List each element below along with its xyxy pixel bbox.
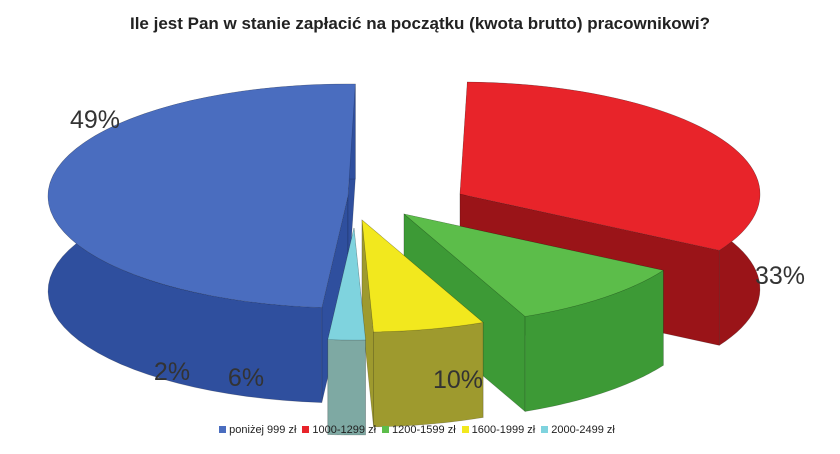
legend-item-1: poniżej 999 zł xyxy=(219,424,296,436)
legend-label-1: poniżej 999 zł xyxy=(229,424,297,436)
legend: poniżej 999 zł 1000-1299 zł 1200-1599 zł 16… xyxy=(0,424,840,436)
legend-swatch-2 xyxy=(302,426,310,433)
data-label-5: 2% xyxy=(154,358,190,386)
legend-label-5: 2000-2499 zł xyxy=(551,424,615,436)
legend-item-2: 1000-1299 zł xyxy=(302,424,376,436)
legend-item-4: 1600-1999 zł xyxy=(461,424,536,436)
slice-top-1 xyxy=(47,83,356,308)
legend-swatch-4 xyxy=(461,426,469,433)
pie-slice-5 xyxy=(327,227,366,436)
pie-slice-1 xyxy=(47,83,356,403)
data-label-3: 10% xyxy=(433,366,483,394)
slice-top-3 xyxy=(403,213,665,317)
data-label-1: 49% xyxy=(70,106,120,134)
slice-top-5 xyxy=(327,227,366,341)
chart-title: Ile jest Pan w stanie zapłacić na począt… xyxy=(129,14,710,33)
legend-swatch-1 xyxy=(219,426,227,433)
data-label-2: 33% xyxy=(755,262,805,290)
legend-label-3: 1200-1599 zł xyxy=(392,424,456,436)
legend-label-4: 1600-1999 zł xyxy=(471,424,536,436)
data-label-4: 6% xyxy=(228,364,264,392)
pie-slice-4 xyxy=(361,219,484,428)
legend-item-5: 2000-2499 zł xyxy=(541,424,615,436)
legend-swatch-5 xyxy=(541,426,549,433)
slice-top-2 xyxy=(459,81,761,251)
slice-outer-wall-5 xyxy=(327,339,366,436)
legend-item-3: 1200-1599 zł xyxy=(382,424,456,436)
legend-swatch-3 xyxy=(382,426,390,433)
legend-label-2: 1000-1299 zł xyxy=(312,424,377,436)
slice-top-4 xyxy=(361,219,484,333)
